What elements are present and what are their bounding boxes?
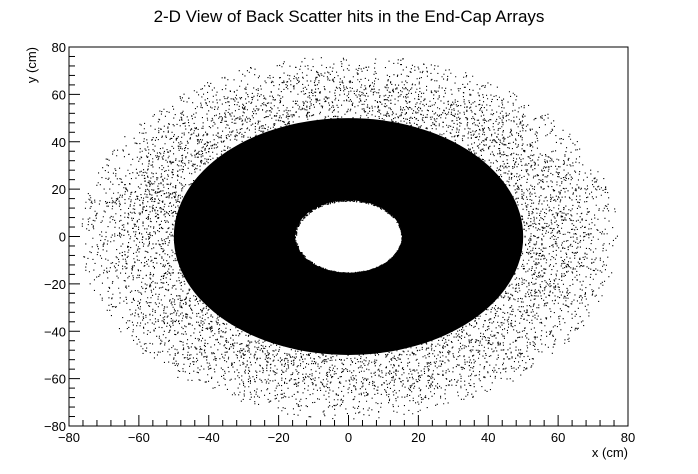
x-tick-label: 0 <box>345 430 352 445</box>
y-axis-tick-labels: −80 −60 −40 −20 0 20 40 60 80 <box>44 40 66 434</box>
x-tick-label: −20 <box>268 430 290 445</box>
y-axis-label: y (cm) <box>24 47 39 83</box>
y-tick-label: −80 <box>44 419 66 434</box>
y-tick-label: 40 <box>52 135 66 150</box>
y-axis-ticks <box>69 46 80 427</box>
x-tick-label: −60 <box>128 430 150 445</box>
x-tick-label: −40 <box>198 430 220 445</box>
x-tick-label: 60 <box>551 430 565 445</box>
x-tick-label: 80 <box>621 430 635 445</box>
y-tick-label: 80 <box>52 40 66 55</box>
y-tick-label: −60 <box>44 372 66 387</box>
y-tick-label: −40 <box>44 324 66 339</box>
x-axis-tick-labels: −80 −60 −40 −20 0 20 40 60 80 <box>58 430 635 445</box>
y-tick-label: 60 <box>52 87 66 102</box>
y-tick-label: −20 <box>44 277 66 292</box>
x-axis-label: x (cm) <box>592 445 628 460</box>
x-axis-ticks <box>68 415 629 426</box>
scatter-hits <box>81 57 619 420</box>
x-tick-label: 40 <box>481 430 495 445</box>
y-tick-label: 0 <box>59 230 66 245</box>
x-tick-label: −80 <box>58 430 80 445</box>
dense-hit-core <box>173 118 524 355</box>
scatter-hit-points <box>81 57 619 420</box>
chart-title: 2-D View of Back Scatter hits in the End… <box>154 7 545 26</box>
y-tick-label: 20 <box>52 182 66 197</box>
x-tick-label: 20 <box>411 430 425 445</box>
plot-area <box>68 46 629 427</box>
